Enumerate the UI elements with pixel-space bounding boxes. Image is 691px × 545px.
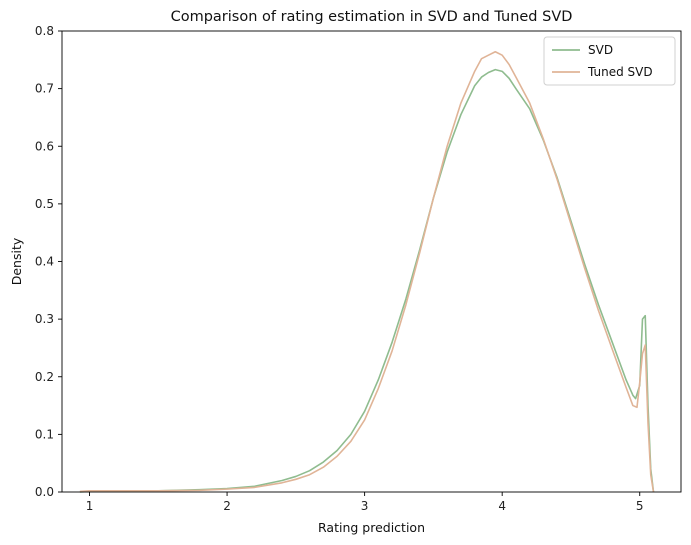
legend: SVD Tuned SVD xyxy=(543,36,676,86)
legend-box xyxy=(543,36,676,86)
axes-frame xyxy=(61,30,682,493)
y-axis-label: Density xyxy=(9,237,24,285)
legend-label: Tuned SVD xyxy=(587,65,653,79)
y-tick-label: 0.3 xyxy=(35,312,54,326)
x-tick-label: 3 xyxy=(361,499,369,513)
y-tick-label: 0.4 xyxy=(35,255,54,269)
y-tick-label: 0.6 xyxy=(35,139,54,153)
x-tick-label: 4 xyxy=(498,499,506,513)
x-tick-label: 5 xyxy=(636,499,644,513)
y-tick-label: 0.2 xyxy=(35,370,54,384)
legend-label: SVD xyxy=(588,43,613,57)
x-axis-label: Rating prediction xyxy=(318,520,425,535)
y-tick-label: 0.1 xyxy=(35,427,54,441)
y-tick-label: 0.5 xyxy=(35,197,54,211)
series-line-1 xyxy=(79,68,655,493)
axes: 1 2 3 4 5 0.0 0.1 0.2 0.3 0.4 0.5 0.6 0.7 0.8 xyxy=(35,24,682,513)
y-tick-label: 0.0 xyxy=(35,485,54,499)
x-tick-label: 1 xyxy=(86,499,94,513)
chart-title: Comparison of rating estimation in SVD a… xyxy=(171,9,573,25)
y-tick-label: 0.8 xyxy=(35,24,54,38)
y-tick-label: 0.7 xyxy=(35,82,54,96)
series-line-2 xyxy=(79,50,655,493)
plot-area xyxy=(79,50,655,493)
x-tick-label: 2 xyxy=(223,499,231,513)
